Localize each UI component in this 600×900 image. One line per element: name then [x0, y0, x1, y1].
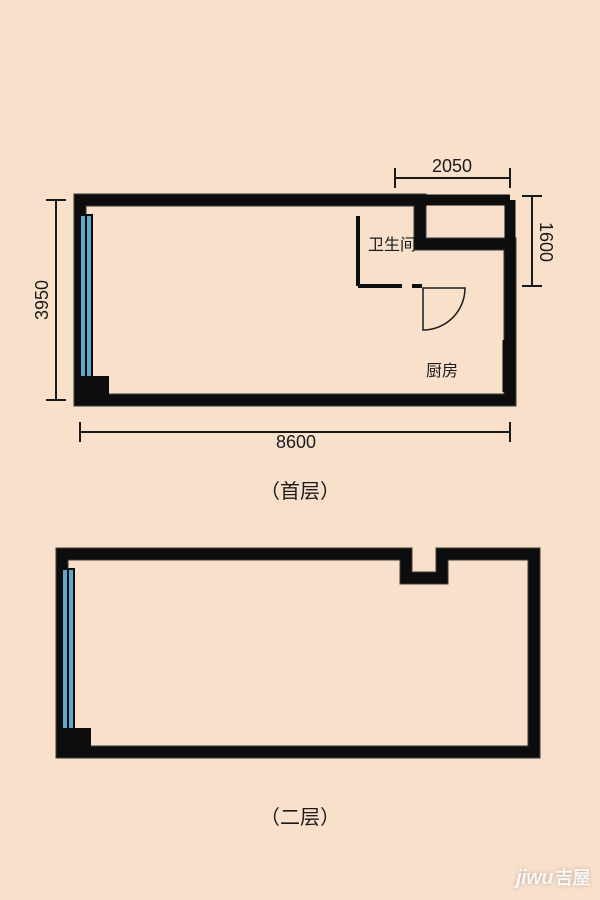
- floor-label-1: （首层）: [260, 480, 340, 503]
- dimension-value: 3950: [32, 280, 52, 320]
- dimension-value: 1600: [536, 222, 556, 262]
- watermark-latin: jiwu: [516, 867, 553, 890]
- watermark-cn: 吉屋: [555, 864, 590, 890]
- floor-label-2: （二层）: [260, 806, 340, 829]
- room-label-bathroom: 卫生间: [368, 236, 416, 254]
- watermark: jiwu 吉屋: [516, 864, 590, 890]
- floorplan-canvas: 卫生间厨房 （首层） 2050 1600 3950 8600 （二层）: [0, 0, 600, 900]
- room-label-kitchen: 厨房: [426, 362, 458, 380]
- dimension-value: 2050: [432, 156, 472, 176]
- dimension-value: 8600: [276, 432, 316, 452]
